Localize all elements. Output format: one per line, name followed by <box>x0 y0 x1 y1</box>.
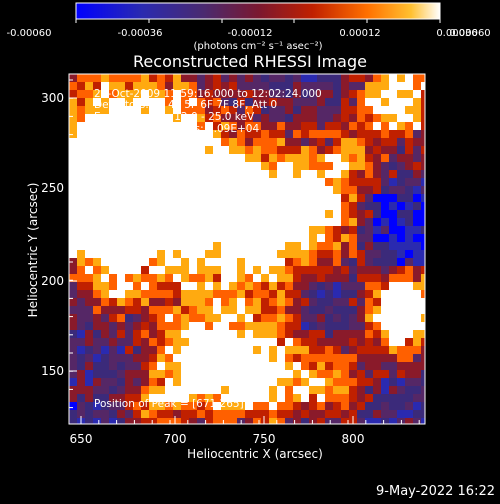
x-axis-title: Heliocentric X (arcsec) <box>187 447 323 461</box>
colorbar-tick-label: 0.00060 <box>449 28 490 39</box>
x-tick-label: 750 <box>253 432 276 446</box>
colorbar-unit-label: (photons cm⁻² s⁻¹ asec⁻²) <box>193 41 322 52</box>
peak-position-label: Position of Peak = [671,265] <box>94 398 244 410</box>
render-timestamp: 9-May-2022 16:22 <box>376 484 495 499</box>
info-time-range: 28-Oct-2009 11:59:16.000 to 12:02:24.000 <box>94 88 322 100</box>
colorbar-gradient <box>75 2 441 20</box>
observation-info: 28-Oct-2009 11:59:16.000 to 12:02:24.000… <box>94 88 322 135</box>
x-axis: 650 700 750 800 <box>70 416 420 446</box>
colorbar-tick-label: 0.00012 <box>339 28 380 39</box>
info-energy-range: Energy Range: 12.0 - 25.0 keV <box>94 111 255 123</box>
colorbar-ticks: -0.00060 -0.00036 -0.00012 0.00012 0.000360.… <box>7 19 491 39</box>
info-detectors: Detectors: 3F 4F 5F 6F 7F 8F, Att 0 <box>94 99 277 111</box>
y-axis: 300 250 200 150 <box>41 79 77 409</box>
y-tick-label: 200 <box>41 274 64 288</box>
x-tick-label: 700 <box>164 432 187 446</box>
info-counts: Clean Total counts: 1.09E+04 <box>94 123 259 135</box>
y-tick-label: 250 <box>41 181 64 195</box>
solar-image <box>69 74 425 424</box>
colorbar-tick-label: -0.00012 <box>228 28 273 39</box>
x-tick-label: 650 <box>70 432 93 446</box>
x-tick-label: 800 <box>342 432 365 446</box>
y-tick-label: 300 <box>41 91 64 105</box>
colorbar-tick-label: -0.00060 <box>7 28 52 39</box>
y-axis-title: Heliocentric Y (arcsec) <box>26 183 40 318</box>
plot-title: Reconstructed RHESSI Image <box>133 52 367 71</box>
plot-frame <box>68 73 426 425</box>
colorbar-tick-label: -0.00036 <box>118 28 163 39</box>
colorbar-tick-label: 0.00036 <box>436 28 477 39</box>
colorbar: -0.00060 -0.00036 -0.00012 0.00012 0.000360.… <box>7 2 491 52</box>
y-tick-label: 150 <box>41 364 64 378</box>
